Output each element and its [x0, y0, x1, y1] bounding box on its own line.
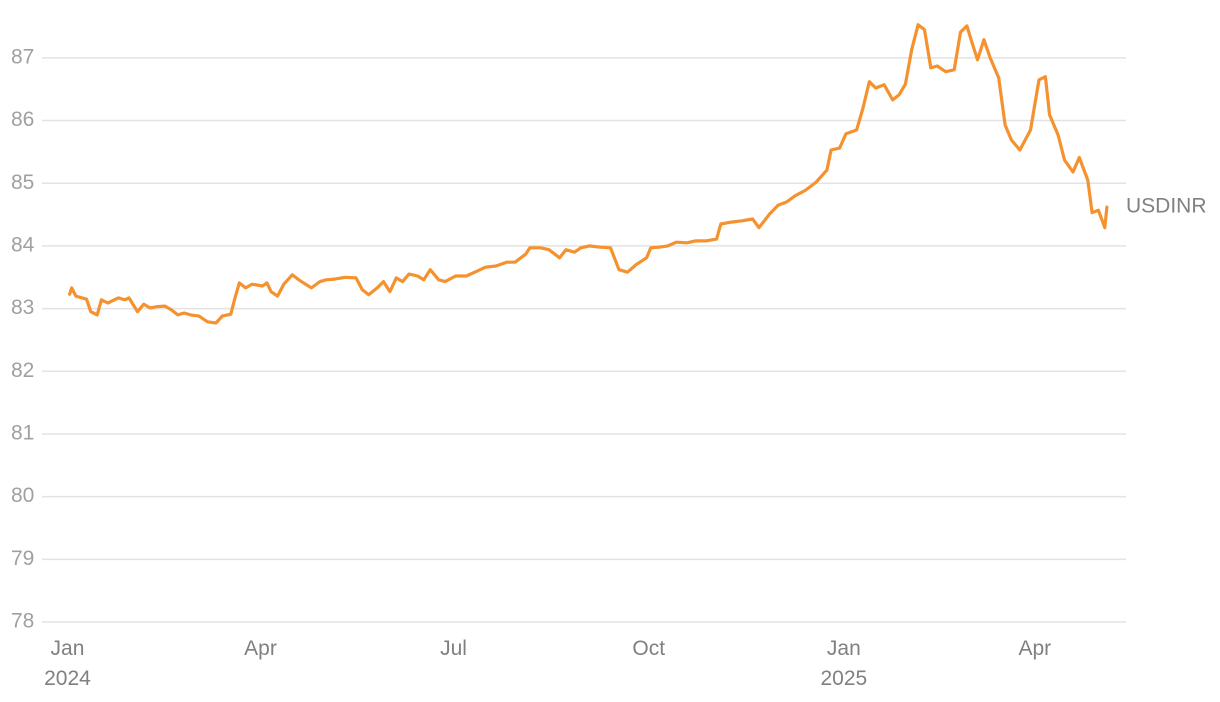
- y-tick-label: 84: [11, 233, 35, 256]
- x-tick-label: Jul: [440, 637, 467, 660]
- y-tick-label: 85: [11, 171, 34, 194]
- y-tick-label: 79: [11, 547, 34, 570]
- y-tick-label: 80: [11, 484, 34, 507]
- y-tick-label: 82: [11, 359, 34, 382]
- line: [68, 23, 1109, 325]
- y-tick-label: 86: [11, 108, 34, 131]
- x-tick-label: Apr: [1018, 637, 1051, 660]
- x-tick-label: Oct: [632, 637, 665, 660]
- series-label: USDINR: [1126, 195, 1207, 218]
- x-tick-label: Apr: [244, 637, 277, 660]
- x-tick-label: Jan 2025: [821, 637, 868, 690]
- y-tick-label: 78: [11, 610, 34, 633]
- y-tick-label: 83: [11, 296, 34, 319]
- y-tick-label: 87: [11, 45, 34, 68]
- x-tick-label: Jan 2024: [44, 637, 91, 690]
- y-tick-label: 81: [11, 422, 34, 445]
